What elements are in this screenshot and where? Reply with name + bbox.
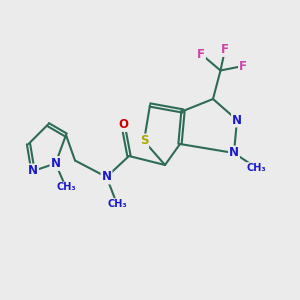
Text: N: N xyxy=(50,157,61,170)
Text: F: F xyxy=(197,47,205,61)
Text: N: N xyxy=(28,164,38,178)
Text: N: N xyxy=(229,146,239,160)
Text: O: O xyxy=(118,118,128,131)
Text: CH₃: CH₃ xyxy=(56,182,76,193)
Text: CH₃: CH₃ xyxy=(107,199,127,209)
Text: F: F xyxy=(221,43,229,56)
Text: N: N xyxy=(232,113,242,127)
Text: CH₃: CH₃ xyxy=(247,163,266,173)
Text: S: S xyxy=(140,134,148,148)
Text: F: F xyxy=(239,59,247,73)
Text: N: N xyxy=(101,170,112,184)
